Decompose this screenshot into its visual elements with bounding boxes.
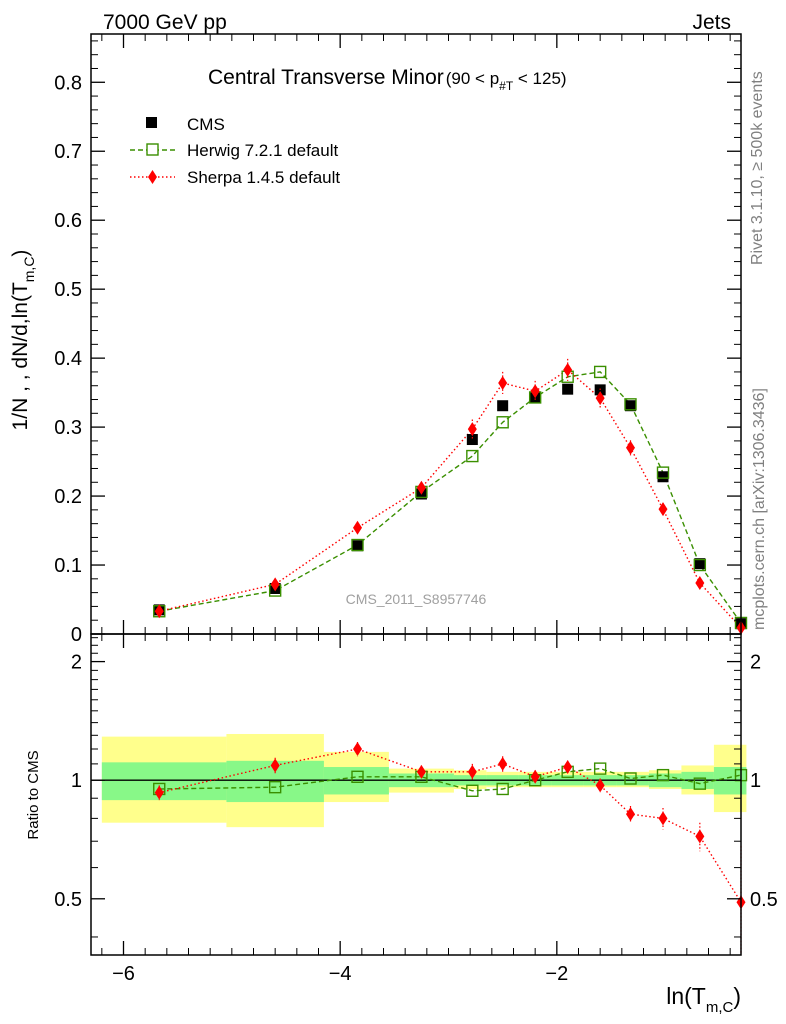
- ratio-herwig-point: [593, 762, 607, 775]
- ratio-herwig-point: [656, 768, 670, 782]
- ratio-frame: [90, 633, 742, 956]
- sherpa-point: [498, 375, 508, 390]
- main-ytick-label: 0.7: [54, 141, 82, 163]
- ratio-ytick-label-right: 0.5: [750, 889, 778, 911]
- ratio-sherpa-point: [154, 785, 164, 800]
- ratio-herwig-point: [496, 782, 509, 796]
- ratio-sherpa-point: [270, 758, 280, 773]
- ratio-ytick-label: 2: [71, 652, 82, 674]
- ratio-herwig-point: [466, 784, 479, 797]
- legend-cms-marker: [146, 117, 157, 128]
- header-right: Jets: [692, 11, 731, 34]
- ratio-ytick-label-right: 1: [750, 770, 761, 792]
- main-y-axis-label: 1/N , , dN/d,ln(Tm,C): [9, 250, 37, 431]
- xtick-label: −2: [545, 963, 568, 985]
- main-ytick-label: 0.8: [54, 72, 82, 94]
- ratio-ytick-label: 0.5: [54, 889, 82, 911]
- sherpa-point: [658, 502, 668, 517]
- cms-point: [657, 471, 669, 483]
- ratio-y-axis-label: Ratio to CMS: [25, 750, 42, 839]
- cms-point: [352, 540, 363, 552]
- sherpa-line: [159, 369, 742, 629]
- ratio-sherpa-point: [595, 778, 605, 793]
- ratio-ytick-label-right: 2: [750, 652, 761, 674]
- ratio-sherpa-point: [658, 811, 668, 826]
- legend-sherpa-label: Sherpa 1.4.5 default: [187, 168, 340, 187]
- cms-point: [562, 383, 574, 395]
- sherpa-point: [595, 391, 605, 406]
- ratio-sherpa-point: [416, 764, 426, 779]
- x-axis-label: ln(Tm,C): [666, 983, 741, 1016]
- cms-point: [625, 400, 636, 412]
- sherpa-point: [626, 440, 635, 455]
- sherpa-point: [154, 604, 164, 619]
- cms-point: [466, 434, 478, 446]
- ratio-sherpa-point: [530, 769, 540, 784]
- ratio-herwig-point: [268, 780, 282, 794]
- ratio-sherpa-point: [626, 807, 635, 822]
- main-ytick-label: 0.6: [54, 210, 82, 232]
- rivet-version-label: Rivet 3.1.10, ≥ 500k events: [749, 71, 766, 265]
- herwig-point: [693, 558, 707, 572]
- sherpa-point: [353, 520, 362, 535]
- xtick-label: −6: [112, 963, 135, 985]
- sherpa-point: [563, 362, 573, 377]
- herwig-point: [496, 416, 509, 429]
- ratio-sherpa-point: [353, 741, 362, 756]
- herwig-point: [624, 398, 637, 411]
- main-ytick-label: 0.5: [54, 279, 82, 301]
- legend-cms-label: CMS: [187, 115, 225, 134]
- legend-herwig-label: Herwig 7.2.1 default: [187, 141, 338, 160]
- ratio-sherpa-point: [467, 764, 477, 779]
- ratio-sherpa-point: [498, 756, 508, 771]
- main-ytick-label: 0: [71, 624, 82, 646]
- main-ytick-label: 0.2: [54, 486, 82, 508]
- legend: CMS Herwig 7.2.1 default Sherpa 1.4.5 de…: [130, 115, 340, 187]
- sherpa-point: [467, 422, 477, 437]
- herwig-point: [466, 449, 479, 463]
- header-left: 7000 GeV pp: [103, 11, 227, 34]
- legend-sherpa-marker: [148, 170, 157, 184]
- plot-title: Central Transverse Minor (90 < p#T < 125): [208, 66, 567, 93]
- herwig-point: [351, 538, 364, 552]
- ratio-herwig-point: [693, 777, 707, 790]
- main-ytick-label: 0.4: [54, 348, 82, 370]
- xtick-label: −4: [329, 963, 352, 985]
- cms-point: [497, 400, 509, 412]
- analysis-watermark: CMS_2011_S8957746: [346, 591, 487, 607]
- herwig-point: [656, 466, 670, 479]
- ratio-sherpa-point: [563, 760, 573, 775]
- ratio-herwig-point: [624, 772, 637, 785]
- main-ytick-label: 0.1: [54, 555, 82, 577]
- mcplots-label: mcplots.cern.ch [arXiv:1306.3436]: [751, 388, 768, 630]
- ratio-panel: 0.5 0.5 1 1 2 2 −6 −4 −2 Ratio to CMS ln(Tm,C): [25, 633, 778, 1016]
- ratio-sherpa-point: [695, 829, 705, 844]
- sherpa-point: [695, 575, 705, 590]
- ratio-herwig-point: [351, 770, 364, 784]
- ratio-ytick-label: 1: [71, 770, 82, 792]
- cms-point: [694, 558, 706, 570]
- legend-herwig-marker: [146, 143, 159, 156]
- sherpa-point: [530, 384, 540, 399]
- main-panel: 0 0.1 0.2 0.3 0.4 0.5 0.6 0.7 0.8 Central Transv…: [9, 33, 748, 646]
- sherpa-point: [416, 480, 426, 495]
- main-ytick-label: 0.3: [54, 417, 82, 439]
- herwig-point: [593, 365, 607, 379]
- sherpa-point: [270, 577, 280, 592]
- herwig-line: [159, 371, 742, 624]
